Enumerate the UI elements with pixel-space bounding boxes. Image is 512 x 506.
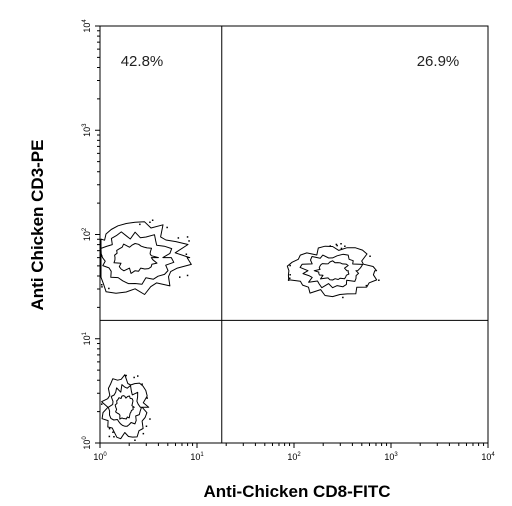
outlier-event: [177, 237, 180, 239]
outlier-event: [166, 226, 168, 229]
contour-level: [313, 260, 350, 281]
outlier-event: [101, 284, 103, 286]
plot-frame: [99, 25, 489, 444]
outlier-event: [289, 277, 291, 279]
y-tick-label: 104: [82, 19, 92, 33]
outlier-event: [139, 223, 141, 226]
outlier-event: [146, 397, 148, 399]
outlier-event: [342, 296, 344, 299]
outlier-event: [289, 264, 291, 267]
labels: Anti-Chicken CD8-FITC Anti Chicken CD3-P…: [28, 140, 391, 501]
x-tick-label: 104: [481, 452, 495, 462]
outlier-event: [145, 425, 148, 427]
outlier-event: [142, 432, 145, 435]
contour-population: [100, 219, 192, 295]
outlier-event: [289, 274, 291, 276]
outlier-event: [137, 375, 139, 377]
contour-populations: [100, 219, 380, 441]
x-tick-label: 101: [190, 452, 204, 462]
outlier-event: [108, 435, 111, 438]
x-tick-label: 103: [384, 452, 398, 462]
outlier-event: [108, 287, 110, 290]
contour-population: [286, 243, 380, 299]
contour-level: [107, 384, 142, 427]
outlier-event: [378, 279, 380, 281]
x-tick-label: 100: [93, 452, 107, 462]
outlier-event: [186, 236, 189, 238]
outlier-event: [108, 427, 111, 430]
y-tick-label: 102: [82, 227, 92, 241]
outlier-event: [134, 439, 136, 441]
x-tick-label: 102: [287, 452, 301, 462]
outlier-event: [344, 245, 346, 247]
outlier-event: [329, 245, 331, 247]
outlier-event: [101, 403, 103, 405]
contour-level: [286, 245, 378, 298]
outlier-event: [133, 376, 135, 379]
outlier-event: [151, 219, 154, 221]
contour-level: [101, 374, 150, 440]
outlier-event: [101, 286, 103, 288]
contour-level: [100, 231, 175, 285]
quadrant-percentage-label: 26.9%: [417, 53, 460, 70]
outlier-event: [125, 374, 127, 377]
outlier-event: [340, 247, 343, 250]
y-tick-label: 101: [82, 331, 92, 345]
x-axis-label: Anti-Chicken CD8-FITC: [204, 482, 391, 501]
outlier-event: [369, 255, 371, 257]
outlier-event: [335, 243, 338, 246]
outlier-event: [185, 253, 188, 255]
outlier-event: [101, 255, 103, 257]
contour-level: [113, 243, 159, 274]
outlier-event: [149, 418, 151, 420]
contour-level: [299, 253, 364, 289]
y-tick-label: 100: [82, 436, 92, 450]
outlier-event: [113, 436, 115, 438]
outlier-event: [141, 383, 143, 385]
outlier-event: [340, 243, 342, 245]
outlier-event: [336, 244, 338, 247]
outlier-event: [179, 276, 181, 278]
y-tick-label: 103: [82, 123, 92, 137]
outlier-event: [188, 240, 190, 242]
y-axis-label: Anti Chicken CD3-PE: [28, 140, 47, 311]
outlier-event: [186, 274, 189, 277]
outlier-event: [287, 279, 290, 281]
outlier-event: [112, 431, 114, 433]
quadrant-percentage-label: 42.8%: [121, 53, 164, 70]
contour-population: [101, 374, 151, 441]
outlier-event: [365, 284, 368, 287]
quadrant-gates: 42.8% 26.9%: [100, 26, 488, 443]
axis-ticks: 100 101 102 103 104 100 101 102 103 104: [82, 19, 495, 462]
contour-level: [114, 395, 135, 420]
plot-border: [99, 25, 489, 444]
outlier-event: [149, 221, 151, 223]
